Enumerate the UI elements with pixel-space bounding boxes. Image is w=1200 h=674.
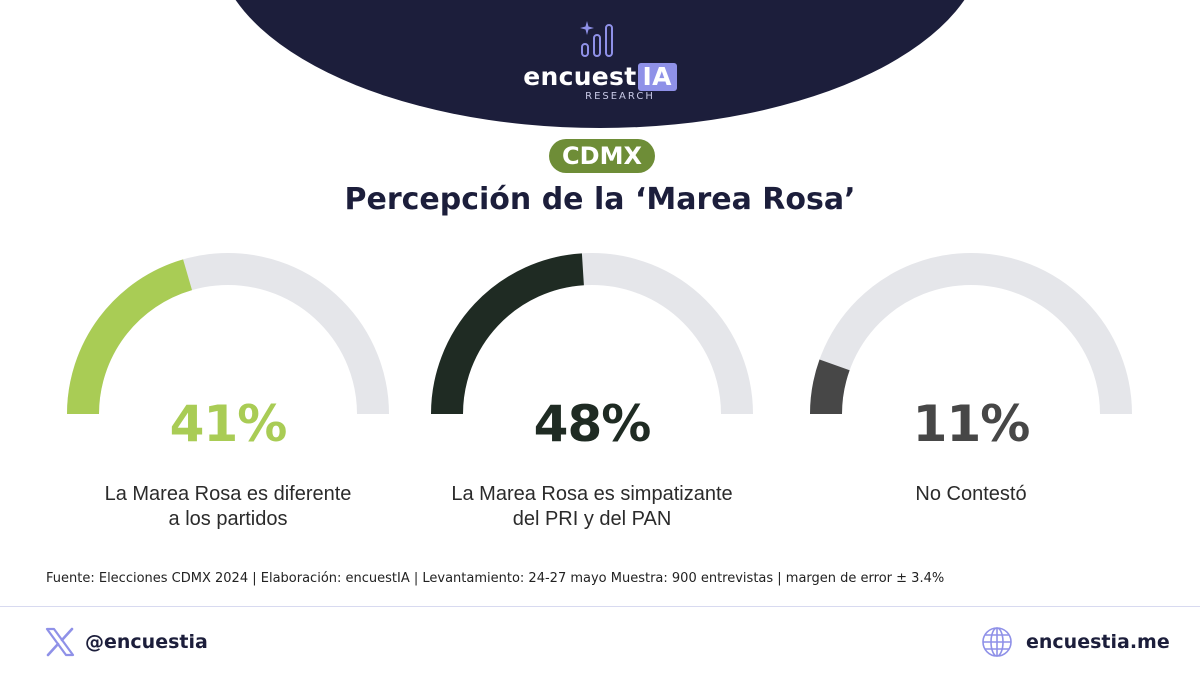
brand-wordmark: encuest IA [0, 62, 1200, 92]
brand-name-highlight: IA [637, 63, 677, 91]
gauge-label-line-2: del PRI y del PAN [512, 508, 672, 530]
gauge-fill-arc [810, 359, 850, 415]
globe-icon [982, 627, 1012, 657]
gauge-label: La Marea Rosa es diferente a los partido… [53, 482, 403, 532]
gauge-fill-arc [67, 259, 193, 415]
chart-title: Percepción de la ‘Marea Rosa’ [344, 182, 856, 217]
gauge-label-line-2: a los partidos [168, 508, 288, 530]
gauge-label-line-1: No Contestó [915, 483, 1027, 505]
social-handle[interactable]: @encuestia [85, 631, 208, 653]
footer-divider [0, 606, 1200, 607]
brand-subtitle: RESEARCH [585, 91, 655, 102]
gauge-value: 48% [533, 395, 652, 453]
gauge-chart [810, 253, 1132, 415]
region-badge: CDMX [549, 139, 655, 173]
gauge-diferente: 41% La Marea Rosa es diferente a los par… [63, 252, 393, 552]
gauge-track [810, 253, 1132, 415]
footer-social[interactable]: @encuestia [45, 626, 208, 658]
source-note: Fuente: Elecciones CDMX 2024 | Elaboraci… [46, 571, 945, 586]
bar-chart-sparkle-icon [580, 21, 613, 57]
gauge-no-contesto: 11% No Contestó [806, 252, 1136, 552]
gauge-chart [67, 253, 389, 415]
x-logo-icon [45, 627, 75, 657]
brand-logo: encuest IA RESEARCH [0, 18, 1200, 102]
website-link[interactable]: encuestia.me [1026, 631, 1170, 653]
gauge-label-line-1: La Marea Rosa es diferente [104, 483, 352, 505]
gauge-value: 41% [169, 395, 288, 453]
gauge-value: 11% [912, 395, 1031, 453]
brand-name-main: encuest [523, 62, 637, 91]
gauge-simpatizante: 48% La Marea Rosa es simpatizante del PR… [427, 252, 757, 552]
gauge-chart [431, 253, 753, 415]
footer-website[interactable]: encuestia.me [980, 626, 1170, 658]
gauge-label: La Marea Rosa es simpatizante del PRI y … [417, 482, 767, 532]
gauge-label-line-1: La Marea Rosa es simpatizante [451, 483, 733, 505]
gauge-fill-arc [431, 253, 585, 415]
gauge-label: No Contestó [796, 482, 1146, 507]
